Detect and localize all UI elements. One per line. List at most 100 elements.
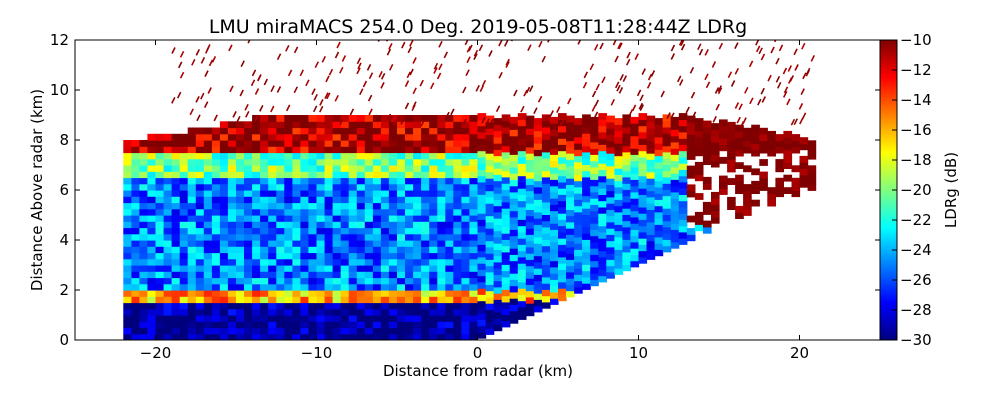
heatmap-cell [252, 152, 261, 160]
heatmap-cell [751, 124, 760, 132]
heatmap-cell [356, 190, 366, 197]
heatmap-cell [203, 265, 213, 272]
heatmap-cell [517, 119, 527, 127]
heatmap-cell [292, 240, 302, 247]
heatmap-cell [622, 114, 631, 122]
heatmap-cell [179, 308, 189, 316]
heatmap-cell [195, 308, 205, 316]
heatmap-cell [260, 165, 269, 172]
echo-fragment [636, 89, 642, 97]
heatmap-cell [421, 177, 430, 185]
heatmap-cell [461, 290, 471, 297]
heatmap-cell [236, 315, 245, 322]
echo-fragment [773, 40, 777, 43]
echo-fragment [228, 44, 233, 52]
heatmap-cell [276, 146, 285, 154]
heatmap-cell [284, 190, 293, 197]
heatmap-cell [566, 271, 575, 279]
colorbar-tick-label: −16 [900, 121, 932, 139]
heatmap-cell [211, 233, 221, 241]
heatmap-cell [622, 245, 631, 253]
heatmap-cell [525, 253, 535, 260]
heatmap-cell [598, 163, 607, 170]
heatmap-cell [678, 206, 688, 214]
echo-fragment [177, 61, 183, 69]
heatmap-cell [316, 308, 326, 316]
heatmap-cell [558, 263, 567, 270]
heatmap-cell [252, 140, 261, 147]
heatmap-cell [316, 202, 326, 210]
heatmap-cell [187, 290, 197, 297]
heatmap-cell [574, 243, 583, 250]
heatmap-cell [622, 151, 631, 159]
heatmap-cell [292, 133, 302, 141]
heatmap-cell [437, 208, 446, 216]
heatmap-cell [171, 146, 181, 154]
heatmap-cell [348, 321, 358, 329]
heatmap-cell [260, 290, 269, 297]
echo-fragment [782, 91, 788, 98]
heatmap-cell [533, 299, 543, 307]
heatmap-cell [501, 170, 511, 178]
heatmap-cell [662, 208, 672, 215]
heatmap-cell [364, 215, 374, 222]
echo-fragment [433, 67, 438, 74]
heatmap-cell [622, 195, 631, 203]
heatmap-cell [533, 180, 543, 188]
heatmap-cell [582, 189, 591, 197]
heatmap-cell [517, 263, 527, 270]
heatmap-cell [340, 127, 350, 135]
heatmap-cell [195, 152, 205, 160]
heatmap-cell [421, 171, 430, 179]
heatmap-cell [694, 118, 704, 125]
heatmap-cell [316, 315, 326, 322]
heatmap-cell [509, 154, 519, 162]
echo-fragment [319, 99, 324, 106]
heatmap-cell [445, 158, 454, 166]
echo-fragment [730, 80, 736, 87]
heatmap-cell [493, 205, 503, 213]
heatmap-cell [421, 221, 430, 229]
heatmap-cell [187, 321, 197, 329]
heatmap-cell [324, 183, 334, 191]
heatmap-cell [421, 308, 430, 316]
heatmap-cell [252, 240, 261, 247]
heatmap-cell [445, 121, 454, 129]
heatmap-cell [348, 127, 358, 135]
heatmap-cell [807, 171, 817, 179]
heatmap-cell [372, 271, 382, 279]
echo-fragment [366, 64, 372, 71]
heatmap-cell [171, 283, 181, 291]
heatmap-cell [614, 136, 624, 144]
heatmap-cell [566, 140, 575, 148]
heatmap-cell [203, 190, 213, 197]
heatmap-cell [598, 181, 607, 189]
heatmap-cell [630, 116, 640, 124]
echo-fragment [411, 104, 416, 112]
heatmap-cell [227, 165, 237, 172]
heatmap-cell [509, 198, 519, 205]
heatmap-cell [163, 240, 173, 247]
heatmap-cell [590, 260, 599, 268]
heatmap-cell [380, 271, 390, 279]
heatmap-cell [364, 327, 374, 335]
heatmap-cell [638, 188, 648, 195]
heatmap-cell [582, 258, 591, 265]
heatmap-cell [276, 202, 285, 210]
heatmap-cell [437, 190, 446, 197]
heatmap-cell [211, 302, 221, 310]
heatmap-cell [187, 227, 197, 235]
heatmap-cell [541, 251, 551, 259]
heatmap-cell [356, 221, 366, 229]
heatmap-cell [195, 290, 205, 297]
heatmap-cell [654, 205, 664, 213]
echo-fragment [406, 71, 412, 79]
heatmap-cell [606, 190, 615, 198]
heatmap-cell [558, 131, 567, 139]
heatmap-cell [711, 204, 720, 212]
heatmap-cell [461, 121, 471, 129]
heatmap-cell [131, 140, 140, 147]
echo-fragment [505, 61, 510, 68]
heatmap-cell [187, 196, 197, 204]
heatmap-cell [211, 208, 221, 216]
